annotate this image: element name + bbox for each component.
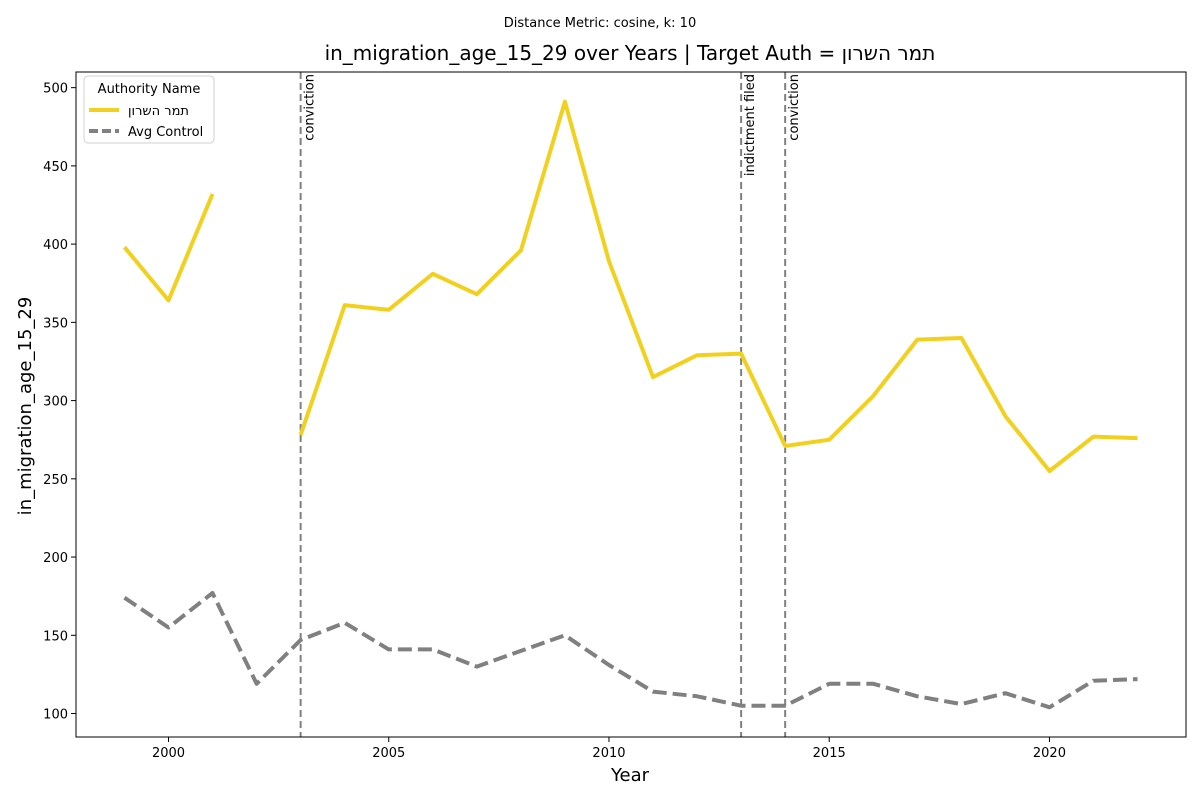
y-tick-label: 450 xyxy=(43,160,68,175)
chart-suptitle: Distance Metric: cosine, k: 10 xyxy=(504,16,696,31)
legend-entry-1: Avg Control xyxy=(128,125,203,140)
event-label: indictment filed xyxy=(743,74,758,176)
x-tick-label: 2015 xyxy=(813,746,846,761)
series-line-0 xyxy=(122,99,1138,473)
legend-box xyxy=(83,75,215,144)
y-tick-label: 250 xyxy=(43,473,68,488)
y-tick-label: 350 xyxy=(43,316,68,331)
series-line-1 xyxy=(123,591,1138,710)
event-label: conviction xyxy=(787,74,802,141)
y-tick-label: 150 xyxy=(43,629,68,644)
x-tick-label: 2000 xyxy=(152,746,185,761)
y-tick-label: 500 xyxy=(43,82,68,97)
plot-area: conviction indictment filed conviction 2000… xyxy=(43,71,1187,761)
x-tick-label: 2020 xyxy=(1033,746,1066,761)
y-tick-label: 100 xyxy=(43,708,68,723)
series-group xyxy=(122,99,1138,710)
y-tick-label: 400 xyxy=(43,238,68,253)
plot-frame xyxy=(75,71,1187,738)
event-label: conviction xyxy=(303,74,318,141)
legend-entry-0: תמר השרון xyxy=(128,104,189,119)
y-tick-label: 300 xyxy=(43,395,68,410)
x-axis-label: Year xyxy=(610,765,650,786)
y-axis-label: in_migration_age_15_29 xyxy=(15,297,36,516)
legend-title: Authority Name xyxy=(98,82,201,97)
x-tick-label: 2010 xyxy=(592,746,625,761)
y-tick-label: 200 xyxy=(43,551,68,566)
legend: Authority Name תמר השרון Avg Control xyxy=(83,75,215,144)
chart-title: in_migration_age_15_29 over Years | Targ… xyxy=(325,41,936,65)
x-tick-label: 2005 xyxy=(372,746,405,761)
